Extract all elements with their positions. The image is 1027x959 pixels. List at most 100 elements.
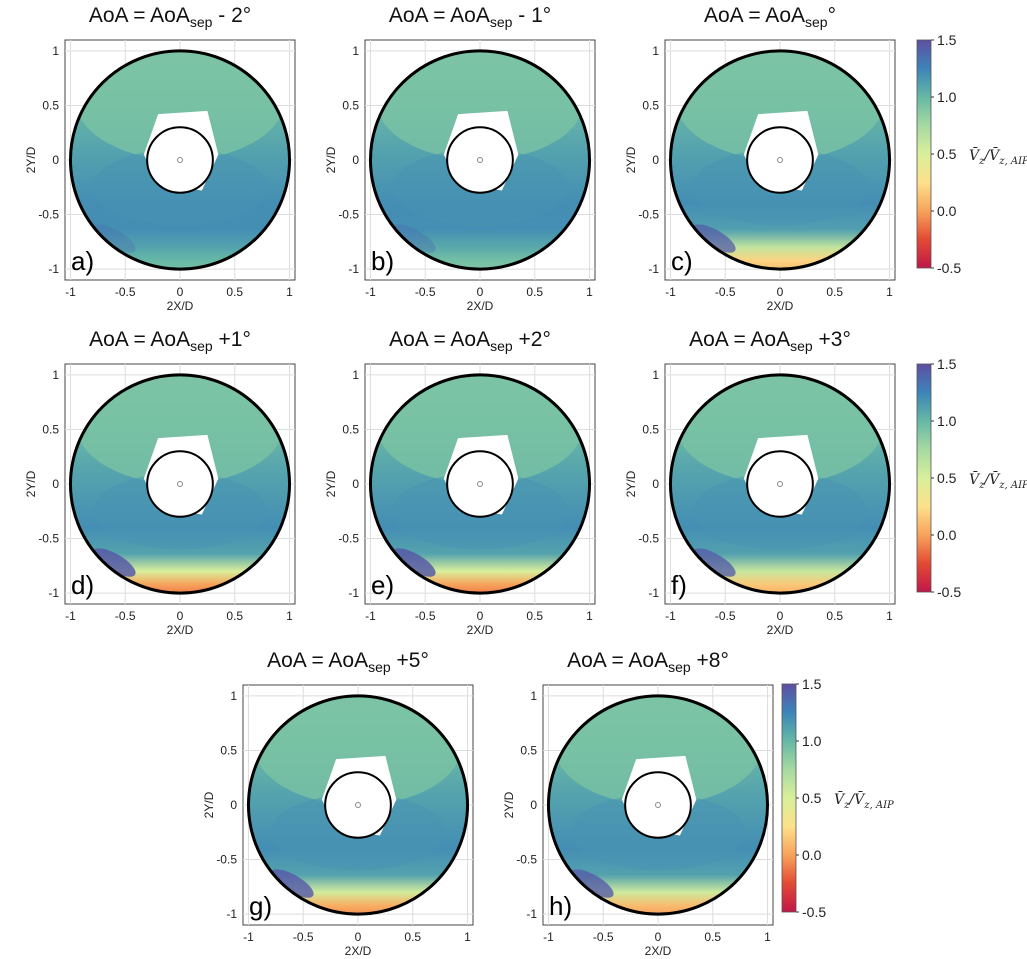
field-upper-band	[675, 374, 885, 484]
colorbar-label: V̄z/V̄z, AIP	[969, 470, 1027, 491]
colorbar-tick-label: 0.0	[937, 203, 957, 219]
contour-plot: -1 -0.5 0 0.5 1 1 0.5 0 -0.5 -1 2X/D 2Y/D f)	[624, 363, 896, 637]
y-tick-label: 0.5	[642, 98, 659, 112]
y-tick-label: 1	[530, 689, 537, 703]
x-tick-label: 0.5	[826, 609, 843, 623]
field-upper-band	[553, 695, 763, 805]
y-tick-label: 1	[652, 368, 659, 382]
x-tick-label: 1	[886, 285, 893, 299]
x-tick-label: 0	[777, 609, 784, 623]
colorbar-gradient	[916, 363, 932, 593]
colorbar-tick-label: -0.5	[937, 584, 961, 600]
x-axis-label: 2X/D	[345, 944, 372, 958]
x-tick-label: -0.5	[415, 285, 436, 299]
y-tick-label: 0.5	[342, 98, 359, 112]
center-marker	[477, 481, 483, 487]
colorbar-tick-label: 1.5	[937, 356, 957, 372]
panel-title-angle: +2°	[512, 328, 551, 351]
hub-circle	[746, 126, 814, 194]
x-tick-label: 0	[177, 285, 184, 299]
y-tick-label: -0.5	[516, 853, 537, 867]
velocity-field	[670, 50, 890, 270]
x-tick-label: 0	[477, 285, 484, 299]
colorbar-tick-label: 0.5	[937, 470, 957, 486]
panel-title: AoA = AoAsep +2°	[320, 328, 620, 354]
contour-plot: -1 -0.5 0 0.5 1 1 0.5 0 -0.5 -1 2X/D 2Y/D c)	[624, 39, 896, 313]
x-tick-label: 1	[764, 930, 771, 944]
x-tick-label: -1	[243, 930, 254, 944]
y-axis-label: 2Y/D	[624, 470, 638, 497]
contour-plot: -1 -0.5 0 0.5 1 1 0.5 0 -0.5 -1 2X/D 2Y/D g)	[202, 684, 474, 958]
x-tick-label: -1	[365, 609, 376, 623]
panel-title-angle: - 1°	[512, 4, 552, 27]
field-lower-pocket	[570, 869, 614, 898]
y-tick-label: 1	[52, 368, 59, 382]
x-tick-label: -0.5	[115, 285, 136, 299]
field-lower-pocket	[92, 224, 136, 253]
field-upper-band	[375, 50, 585, 160]
x-axis-label: 2X/D	[767, 299, 794, 313]
contour-panel: AoA = AoAsep +3° -1 -0.5 0 0.5 1 1 0.5 0 -0.5 -1 2X…	[620, 324, 896, 637]
x-tick-label: -1	[665, 609, 676, 623]
y-axis-label: 2Y/D	[624, 146, 638, 173]
y-tick-label: -1	[226, 907, 237, 921]
y-tick-label: 0	[230, 798, 237, 812]
colorbar-tick-label: 0.5	[802, 790, 822, 806]
y-axis-label: 2Y/D	[24, 146, 38, 173]
y-axis-label: 2Y/D	[202, 791, 216, 818]
y-tick-label: -0.5	[38, 208, 59, 222]
center-marker	[777, 481, 783, 487]
field-lower-pocket	[92, 548, 136, 577]
y-tick-label: -1	[648, 262, 659, 276]
panel-title-main: AoA = AoA	[689, 328, 791, 351]
panel-letter: a)	[71, 246, 94, 276]
y-tick-label: 1	[52, 44, 59, 58]
panel-title: AoA = AoAsep +8°	[498, 649, 798, 675]
center-marker	[477, 157, 483, 163]
contour-plot: -1 -0.5 0 0.5 1 1 0.5 0 -0.5 -1 2X/D 2Y/D d)	[24, 363, 296, 637]
panel-title-angle: °	[827, 4, 836, 27]
x-tick-label: 0.5	[226, 609, 243, 623]
hub-circle	[324, 771, 392, 839]
panel-letter: b)	[371, 246, 394, 276]
panel-title: AoA = AoAsep +3°	[620, 328, 920, 354]
x-tick-label: 0.5	[826, 285, 843, 299]
center-marker	[177, 481, 183, 487]
y-tick-label: -1	[48, 586, 59, 600]
y-tick-label: 0.5	[42, 98, 59, 112]
y-tick-label: 0.5	[520, 743, 537, 757]
duct-wall	[668, 373, 892, 595]
colorbar-tick-label: 1.0	[937, 89, 957, 105]
x-tick-label: -0.5	[715, 285, 736, 299]
panel-title: AoA = AoAsep°	[620, 4, 920, 30]
duct-wall	[368, 49, 592, 271]
contour-panel: AoA = AoAsep° -1 -0.5 0 0.5 1 1 0.5 0 -0.5 -1 2X/D 2…	[620, 0, 896, 313]
panel-letter: e)	[371, 570, 394, 600]
field-lower-pocket	[392, 548, 436, 577]
duct-wall	[668, 49, 892, 271]
panel-title-subscript: sep	[189, 14, 213, 31]
panel-title-main: AoA = AoA	[89, 328, 191, 351]
panel-title-main: AoA = AoA	[88, 4, 190, 27]
x-tick-label: 0.5	[404, 930, 421, 944]
panel-title-subscript: sep	[805, 14, 828, 31]
x-tick-label: 0.5	[526, 285, 543, 299]
colorbar-gradient	[781, 683, 797, 913]
y-tick-label: 0	[352, 477, 359, 491]
colorbar-label: V̄z/V̄z, AIP	[969, 146, 1027, 167]
panel-letter: g)	[249, 891, 272, 921]
colorbar: 1.5 1.0 0.5 0.0 -0.5 V̄z/V̄z, AIP	[905, 356, 1027, 622]
x-tick-label: 1	[286, 285, 293, 299]
x-tick-label: 1	[586, 609, 593, 623]
y-tick-label: -0.5	[38, 532, 59, 546]
colorbar-tick-label: 1.5	[937, 32, 957, 48]
colorbar: 1.5 1.0 0.5 0.0 -0.5 V̄z/V̄z, AIP	[770, 676, 894, 942]
colorbar-graphic: 1.5 1.0 0.5 0.0 -0.5 V̄z/V̄z, AIP	[781, 676, 894, 920]
center-marker	[655, 802, 661, 808]
y-tick-label: 0	[652, 153, 659, 167]
x-tick-label: 1	[586, 285, 593, 299]
x-tick-label: 0	[477, 609, 484, 623]
y-tick-label: 0.5	[42, 422, 59, 436]
y-tick-label: -1	[48, 262, 59, 276]
panel-letter: h)	[549, 891, 572, 921]
